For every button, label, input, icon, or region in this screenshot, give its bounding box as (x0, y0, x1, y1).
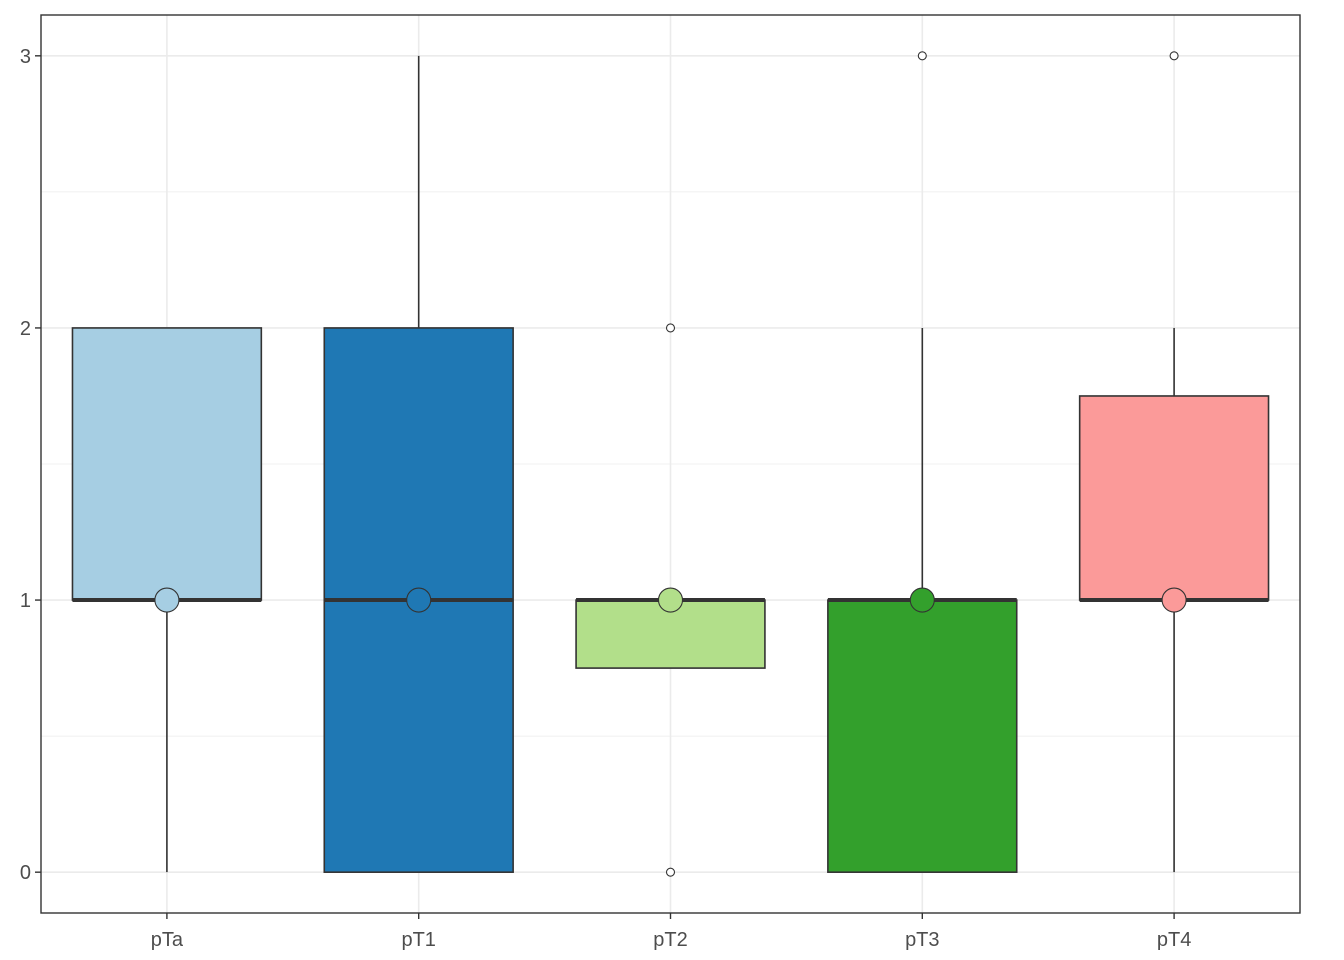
box-pta (71, 327, 263, 601)
outlier-point-pt2 (665, 867, 676, 877)
x-tick-label: pTa (151, 929, 184, 951)
box-pt4 (1078, 395, 1270, 601)
outlier-point-pt4 (1169, 51, 1179, 61)
outlier-point-pt2 (665, 323, 676, 333)
mean-point-pt1 (406, 587, 432, 613)
y-tick-label: 0 (20, 862, 31, 884)
x-tick-label: pT1 (401, 929, 435, 951)
y-tick-label: 2 (20, 318, 31, 340)
y-tick-label: 1 (20, 590, 31, 612)
outlier-point-pt3 (917, 51, 927, 61)
whiskers (166, 55, 1175, 873)
box-pt3 (827, 599, 1018, 873)
points (154, 51, 1187, 877)
mean-point-pta (154, 587, 180, 613)
x-tick-label: pT2 (653, 929, 687, 951)
y-tick-label: 3 (20, 46, 31, 68)
x-tick-label: pT4 (1157, 929, 1191, 951)
x-tick-label: pT3 (905, 929, 939, 951)
axes: 0 1 2 3 pTa pT1 pT2 pT3 pT4 (20, 46, 1191, 951)
mean-point-pt3 (909, 587, 935, 613)
mean-point-pt4 (1161, 587, 1187, 613)
mean-point-pt2 (657, 587, 684, 613)
boxes (71, 327, 1270, 873)
